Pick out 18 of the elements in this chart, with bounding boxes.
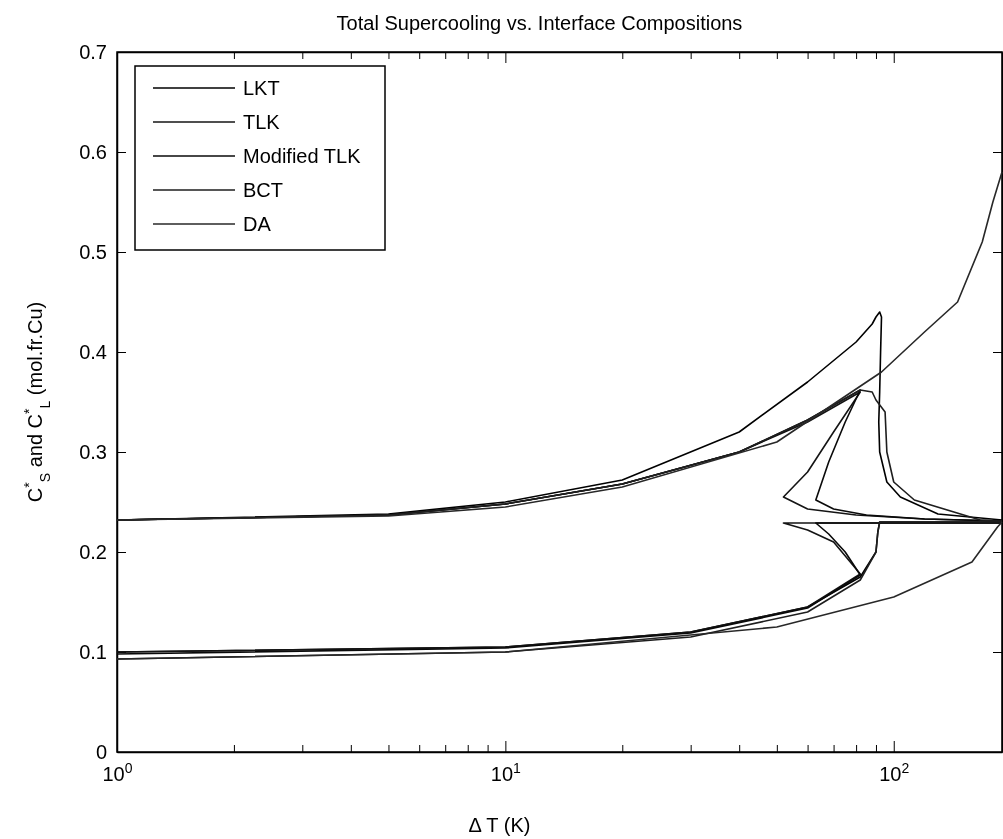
y-tick-label: 0.3 (79, 440, 107, 463)
legend-label: LKT (243, 77, 280, 99)
y-tick-label: 0 (95, 740, 107, 763)
x-tick-label: 10$^{0}$ (102, 760, 133, 785)
x-tick-label: 10$^{2}$ (879, 760, 910, 785)
legend-label: DA (243, 213, 272, 235)
y-tick-label: 0.4 (79, 340, 107, 363)
chart-title: Total Supercooling vs. Interface Compositions (336, 12, 743, 34)
x-axis-title: Δ T (K) (468, 814, 531, 836)
y-tick-label: 0.6 (79, 140, 107, 163)
y-tick-label: 0.5 (79, 240, 107, 263)
y-tick-label: 0.2 (79, 540, 107, 563)
y-tick-label: 0.7 (79, 40, 107, 63)
legend-label: TLK (243, 111, 281, 133)
y-tick-label: 0.1 (79, 640, 107, 663)
legend-label: BCT (243, 179, 283, 201)
legend-label: Modified TLK (243, 145, 362, 167)
x-tick-label: 10$^{1}$ (490, 760, 522, 785)
